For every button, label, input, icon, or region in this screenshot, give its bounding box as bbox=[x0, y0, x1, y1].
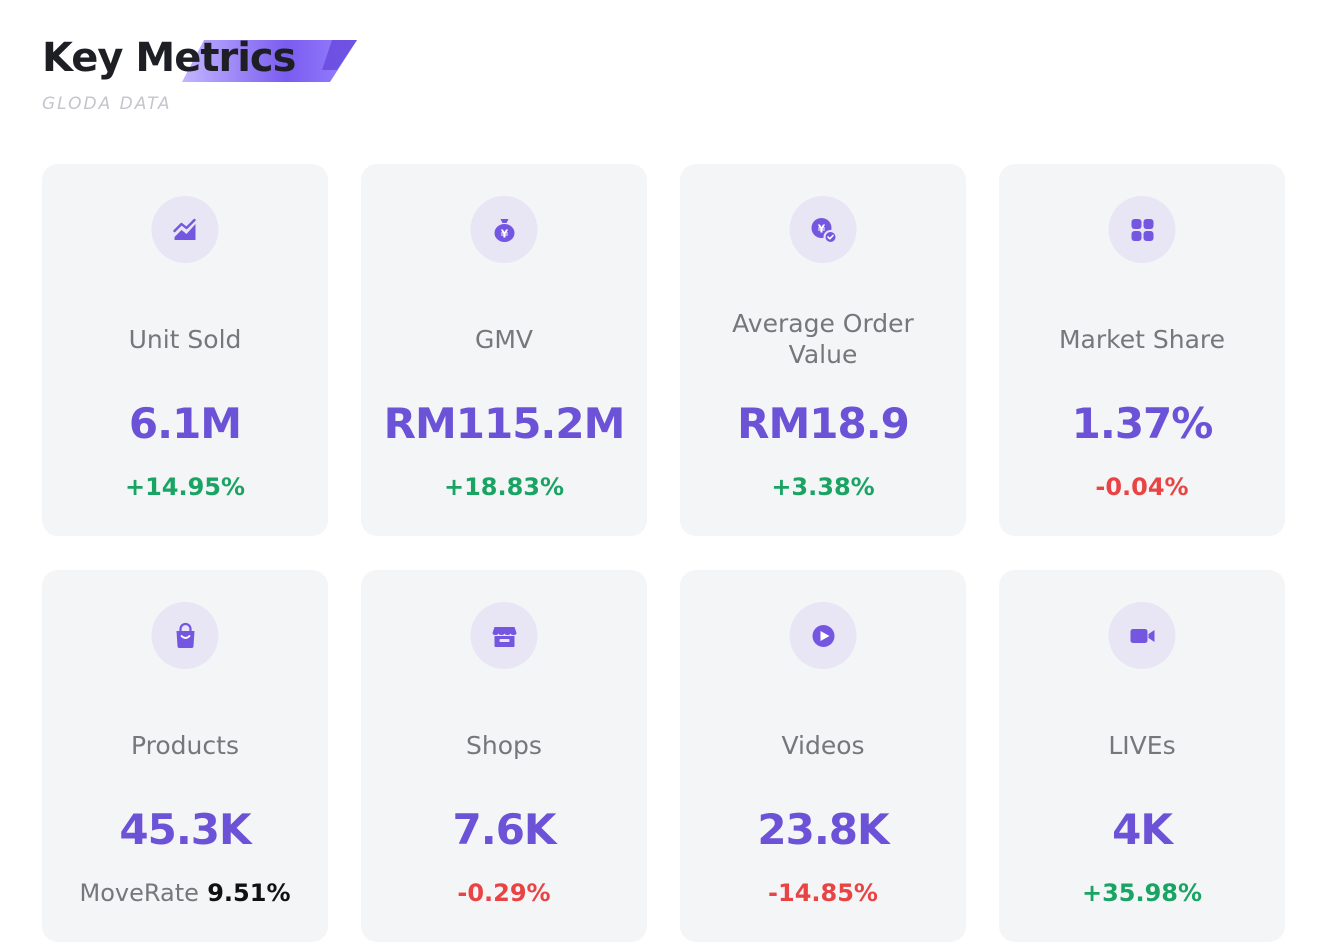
metric-value: 6.1M bbox=[128, 399, 242, 448]
metric-value: RM115.2M bbox=[383, 399, 626, 448]
metric-label: Unit Sold bbox=[128, 324, 242, 354]
metric-card-average-order-value: ¥ Average Order Value RM18.9 +3.38% bbox=[680, 164, 966, 536]
page-subtitle: GLODA DATA bbox=[42, 94, 172, 114]
money-bag-icon: ¥ bbox=[470, 196, 538, 263]
metric-value: 45.3K bbox=[119, 805, 251, 854]
metric-card-products: Products 45.3K MoveRate 9.51% bbox=[42, 570, 328, 942]
video-camera-icon bbox=[1108, 602, 1176, 669]
metric-card-gmv: ¥ GMV RM115.2M +18.83% bbox=[361, 164, 647, 536]
metric-card-videos: Videos 23.8K -14.85% bbox=[680, 570, 966, 942]
metric-card-shops: Shops 7.6K -0.29% bbox=[361, 570, 647, 942]
store-icon bbox=[470, 602, 538, 669]
metric-label: LIVEs bbox=[1108, 730, 1176, 760]
grid-icon bbox=[1108, 196, 1176, 263]
metric-label: Products bbox=[131, 730, 239, 760]
moverate-value: 9.51% bbox=[207, 879, 291, 907]
metric-change: +3.38% bbox=[771, 473, 875, 501]
trend-chart-icon bbox=[151, 196, 219, 263]
shopping-bag-icon bbox=[151, 602, 219, 669]
metric-label: Videos bbox=[781, 730, 865, 760]
metrics-grid: Unit Sold 6.1M +14.95% ¥ GMV RM115.2M +1… bbox=[42, 164, 1285, 942]
svg-text:¥: ¥ bbox=[500, 227, 508, 240]
metric-change: +18.83% bbox=[443, 473, 565, 501]
metric-value: RM18.9 bbox=[737, 399, 910, 448]
page-title: Key Metrics bbox=[42, 35, 296, 81]
coin-check-icon: ¥ bbox=[789, 196, 857, 263]
metric-value: 4K bbox=[1112, 805, 1173, 854]
metric-card-market-share: Market Share 1.37% -0.04% bbox=[999, 164, 1285, 536]
metric-card-unit-sold: Unit Sold 6.1M +14.95% bbox=[42, 164, 328, 536]
title-accent-shape bbox=[182, 40, 357, 82]
metric-value: 7.6K bbox=[452, 805, 557, 854]
metric-label: Shops bbox=[466, 730, 542, 760]
section-header: Key Metrics GLODA DATA bbox=[42, 30, 442, 130]
metric-change: +35.98% bbox=[1081, 879, 1203, 907]
metric-change: +14.95% bbox=[124, 473, 246, 501]
moverate-label: MoveRate bbox=[79, 879, 199, 907]
metric-change: -0.04% bbox=[1095, 473, 1189, 501]
moverate: MoveRate 9.51% bbox=[42, 878, 328, 908]
metric-value: 1.37% bbox=[1071, 399, 1214, 448]
metric-value: 23.8K bbox=[757, 805, 889, 854]
metric-label: GMV bbox=[474, 324, 534, 354]
metric-label: Market Share bbox=[1058, 324, 1226, 354]
metric-change: -14.85% bbox=[768, 879, 878, 907]
play-icon bbox=[789, 602, 857, 669]
svg-text:¥: ¥ bbox=[817, 222, 825, 235]
metric-card-lives: LIVEs 4K +35.98% bbox=[999, 570, 1285, 942]
metric-label: Average Order Value bbox=[732, 309, 914, 369]
metric-change: -0.29% bbox=[457, 879, 551, 907]
